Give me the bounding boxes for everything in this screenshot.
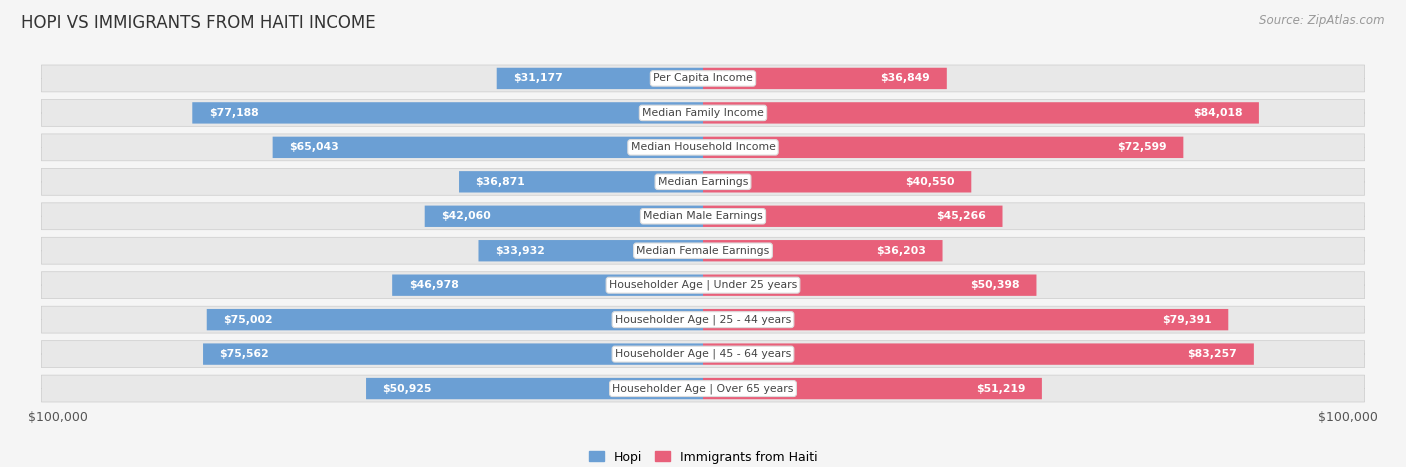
FancyBboxPatch shape (703, 378, 1042, 399)
Text: Householder Age | Under 25 years: Householder Age | Under 25 years (609, 280, 797, 290)
Text: $77,188: $77,188 (209, 108, 259, 118)
FancyBboxPatch shape (458, 171, 703, 192)
FancyBboxPatch shape (41, 306, 1365, 333)
FancyBboxPatch shape (703, 309, 1229, 330)
Text: $33,932: $33,932 (495, 246, 546, 256)
Text: $79,391: $79,391 (1163, 315, 1212, 325)
FancyBboxPatch shape (41, 169, 1365, 195)
Text: Householder Age | Over 65 years: Householder Age | Over 65 years (612, 383, 794, 394)
Text: Per Capita Income: Per Capita Income (652, 73, 754, 84)
Text: $45,266: $45,266 (936, 211, 986, 221)
Text: $75,002: $75,002 (224, 315, 273, 325)
Legend: Hopi, Immigrants from Haiti: Hopi, Immigrants from Haiti (583, 446, 823, 467)
FancyBboxPatch shape (703, 205, 1002, 227)
Text: Householder Age | 45 - 64 years: Householder Age | 45 - 64 years (614, 349, 792, 359)
Text: $42,060: $42,060 (441, 211, 491, 221)
FancyBboxPatch shape (496, 68, 703, 89)
FancyBboxPatch shape (41, 375, 1365, 402)
FancyBboxPatch shape (41, 237, 1365, 264)
FancyBboxPatch shape (392, 275, 703, 296)
Text: Median Household Income: Median Household Income (630, 142, 776, 152)
Text: $84,018: $84,018 (1192, 108, 1243, 118)
Text: $50,398: $50,398 (970, 280, 1019, 290)
Text: $36,871: $36,871 (475, 177, 526, 187)
Text: $36,849: $36,849 (880, 73, 931, 84)
FancyBboxPatch shape (703, 102, 1258, 124)
Text: Median Family Income: Median Family Income (643, 108, 763, 118)
FancyBboxPatch shape (41, 65, 1365, 92)
FancyBboxPatch shape (273, 137, 703, 158)
FancyBboxPatch shape (41, 134, 1365, 161)
Text: $50,925: $50,925 (382, 383, 432, 394)
Text: Source: ZipAtlas.com: Source: ZipAtlas.com (1260, 14, 1385, 27)
Text: $65,043: $65,043 (290, 142, 339, 152)
Text: $100,000: $100,000 (28, 411, 89, 424)
FancyBboxPatch shape (366, 378, 703, 399)
FancyBboxPatch shape (703, 68, 946, 89)
FancyBboxPatch shape (703, 137, 1184, 158)
Text: Median Female Earnings: Median Female Earnings (637, 246, 769, 256)
FancyBboxPatch shape (202, 343, 703, 365)
Text: $51,219: $51,219 (976, 383, 1025, 394)
Text: Householder Age | 25 - 44 years: Householder Age | 25 - 44 years (614, 314, 792, 325)
FancyBboxPatch shape (425, 205, 703, 227)
Text: $36,203: $36,203 (876, 246, 927, 256)
Text: $100,000: $100,000 (1317, 411, 1378, 424)
FancyBboxPatch shape (703, 343, 1254, 365)
Text: $72,599: $72,599 (1118, 142, 1167, 152)
FancyBboxPatch shape (703, 275, 1036, 296)
Text: Median Male Earnings: Median Male Earnings (643, 211, 763, 221)
FancyBboxPatch shape (41, 272, 1365, 298)
FancyBboxPatch shape (703, 171, 972, 192)
Text: $75,562: $75,562 (219, 349, 270, 359)
FancyBboxPatch shape (41, 99, 1365, 127)
Text: $83,257: $83,257 (1188, 349, 1237, 359)
Text: Median Earnings: Median Earnings (658, 177, 748, 187)
FancyBboxPatch shape (478, 240, 703, 262)
Text: $40,550: $40,550 (905, 177, 955, 187)
FancyBboxPatch shape (207, 309, 703, 330)
Text: $46,978: $46,978 (409, 280, 458, 290)
FancyBboxPatch shape (41, 340, 1365, 368)
Text: HOPI VS IMMIGRANTS FROM HAITI INCOME: HOPI VS IMMIGRANTS FROM HAITI INCOME (21, 14, 375, 32)
FancyBboxPatch shape (41, 203, 1365, 230)
FancyBboxPatch shape (703, 240, 942, 262)
FancyBboxPatch shape (193, 102, 703, 124)
Text: $31,177: $31,177 (513, 73, 562, 84)
